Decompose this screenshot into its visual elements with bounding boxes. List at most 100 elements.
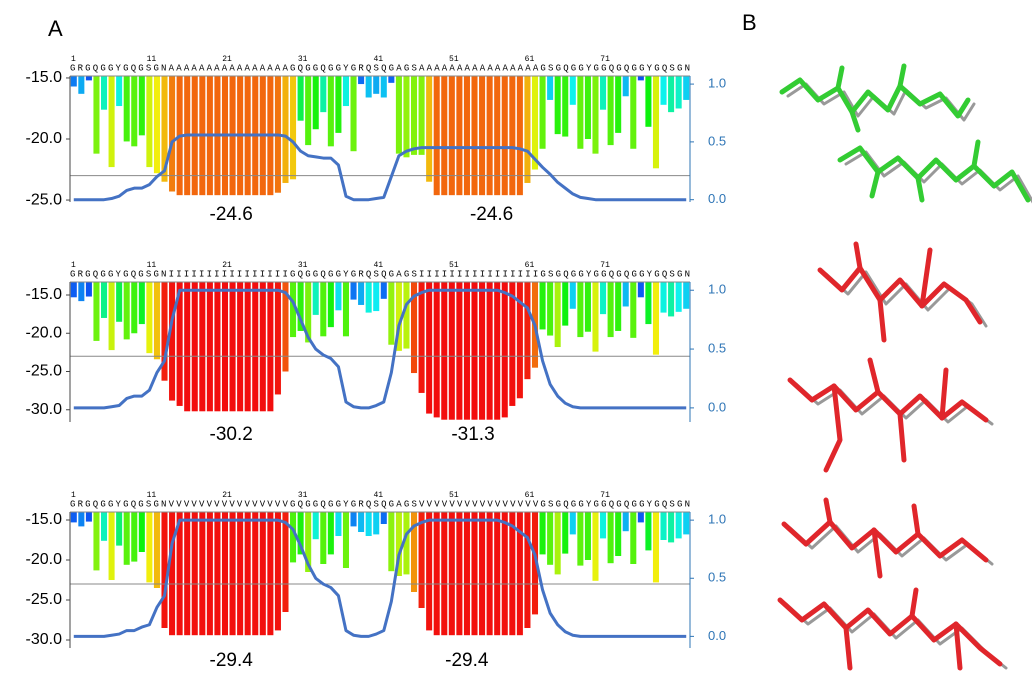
bar bbox=[169, 76, 175, 192]
bar bbox=[169, 282, 175, 401]
bar bbox=[615, 76, 621, 133]
bar bbox=[282, 512, 288, 612]
bar bbox=[449, 282, 455, 420]
bar bbox=[131, 512, 137, 562]
bar bbox=[570, 76, 576, 105]
residue-number: 61 bbox=[525, 491, 535, 500]
bar bbox=[479, 512, 485, 635]
bar bbox=[456, 282, 462, 420]
page: {"figure": {"labels": ["A", "B"]}, "char… bbox=[0, 0, 1032, 678]
residue-number: 41 bbox=[373, 55, 383, 64]
bar bbox=[517, 76, 523, 195]
bar bbox=[494, 512, 500, 635]
bar bbox=[275, 282, 281, 394]
bar bbox=[222, 282, 228, 411]
bar bbox=[600, 76, 606, 110]
bar bbox=[373, 282, 379, 311]
bar bbox=[290, 76, 296, 179]
sequence: GRGQGGYGQGSGNAAAAAAAAAAAAAAAAGQGGQGGYGRQ… bbox=[70, 63, 690, 73]
y-tick-label: -15.0 bbox=[26, 511, 63, 528]
bar bbox=[78, 282, 84, 301]
bar bbox=[260, 512, 266, 635]
bar bbox=[509, 512, 515, 635]
y2-tick-label: 0.5 bbox=[708, 570, 726, 585]
y2-tick-label: 0.5 bbox=[708, 133, 726, 148]
bar bbox=[109, 76, 115, 167]
bar bbox=[487, 76, 493, 195]
bar bbox=[381, 512, 387, 524]
bar bbox=[131, 282, 137, 333]
bar bbox=[313, 282, 319, 315]
bar bbox=[592, 282, 598, 352]
bar bbox=[93, 282, 99, 341]
y-tick-label: -20.0 bbox=[26, 324, 63, 341]
bar bbox=[623, 282, 629, 306]
bar bbox=[161, 512, 167, 628]
bar bbox=[638, 76, 644, 80]
structure-green bbox=[782, 66, 1032, 204]
bar bbox=[154, 282, 160, 359]
bar bbox=[124, 512, 130, 565]
bar bbox=[313, 76, 319, 129]
bar bbox=[358, 76, 364, 84]
bar bbox=[71, 282, 77, 297]
annotation: -29.4 bbox=[445, 650, 489, 671]
bar bbox=[373, 76, 379, 94]
bar bbox=[154, 76, 160, 173]
bar bbox=[146, 282, 152, 353]
bar bbox=[547, 512, 553, 565]
bar bbox=[282, 76, 288, 183]
bar bbox=[358, 282, 364, 305]
sequence: GRGQGGYGQGSGNVVVVVVVVVVVVVVVVGQGGQGGYGRQ… bbox=[70, 499, 690, 509]
panel: -15.0-20.0-25.00.00.51.0GRGQGGYGQGSGNAAA… bbox=[26, 55, 727, 225]
bar bbox=[245, 282, 251, 411]
y2-tick-label: 0.5 bbox=[708, 340, 726, 355]
bar bbox=[388, 512, 394, 571]
bar bbox=[328, 512, 334, 554]
bar bbox=[366, 76, 372, 97]
residue-number: 31 bbox=[298, 261, 308, 270]
bar bbox=[638, 512, 644, 522]
bar bbox=[555, 76, 561, 134]
bar bbox=[260, 282, 266, 411]
bar bbox=[661, 282, 667, 313]
bar bbox=[661, 76, 667, 105]
y-tick-label: -25.0 bbox=[26, 363, 63, 380]
bar bbox=[93, 512, 99, 570]
bar bbox=[547, 76, 553, 100]
bar bbox=[661, 512, 667, 540]
residue-number: 31 bbox=[298, 491, 308, 500]
bar bbox=[214, 282, 220, 411]
bar bbox=[487, 282, 493, 420]
annotation: -24.6 bbox=[210, 204, 253, 225]
residue-number: 71 bbox=[600, 491, 610, 500]
bar bbox=[373, 512, 379, 534]
bar bbox=[502, 282, 508, 417]
residue-number: 21 bbox=[222, 491, 232, 500]
bar bbox=[479, 76, 485, 195]
bar bbox=[540, 512, 546, 554]
bar bbox=[169, 512, 175, 635]
sequence: GRGQGGYGQGSGNIIIIIIIIIIIIIIIIGQGGQGGYGRQ… bbox=[70, 269, 690, 279]
bar bbox=[328, 76, 334, 146]
bar bbox=[509, 282, 515, 406]
bar bbox=[630, 76, 636, 149]
bar bbox=[585, 282, 591, 332]
bar bbox=[411, 76, 417, 155]
bar bbox=[426, 282, 432, 414]
bar bbox=[683, 76, 689, 100]
bar bbox=[464, 282, 470, 420]
bar bbox=[139, 76, 145, 135]
bar bbox=[245, 512, 251, 635]
y2-tick-label: 1.0 bbox=[708, 512, 726, 527]
residue-number: 21 bbox=[222, 261, 232, 270]
bar bbox=[540, 76, 546, 149]
panel-label: A bbox=[48, 16, 63, 41]
bar bbox=[139, 512, 145, 552]
bar bbox=[471, 76, 477, 195]
bar bbox=[124, 282, 130, 339]
bar bbox=[237, 282, 243, 411]
bar bbox=[267, 512, 273, 635]
bar bbox=[78, 512, 84, 526]
bar bbox=[381, 282, 387, 299]
